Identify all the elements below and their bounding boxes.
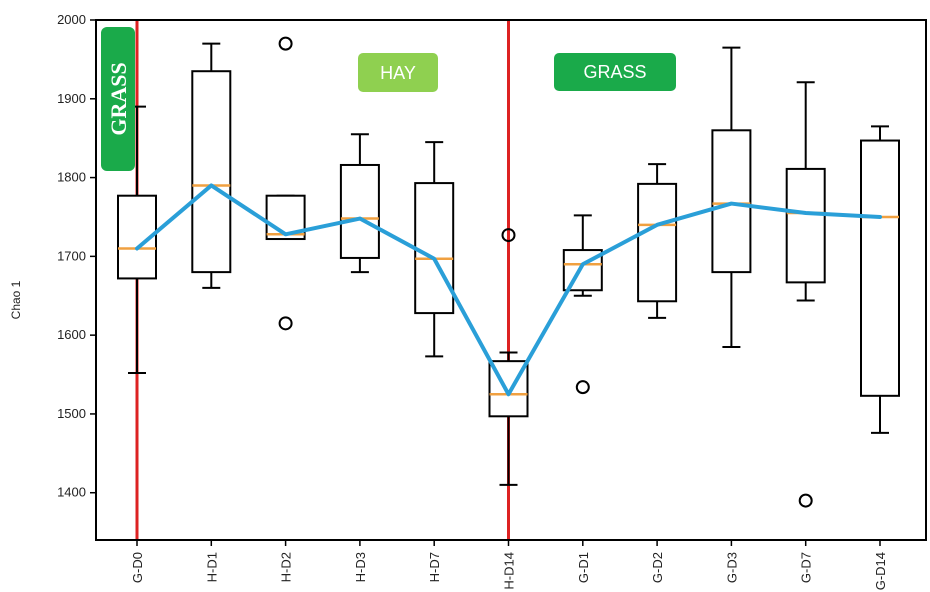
- hay-badge-text: HAY: [380, 63, 416, 83]
- x-tick-label: G-D1: [576, 552, 591, 583]
- box-h-d2: [265, 36, 306, 331]
- y-tick-label: 1400: [57, 485, 86, 500]
- median-trend-line: [135, 183, 882, 397]
- x-axis: G-D0 H-D1 H-D2 H-D3 H-D7 H-D14 G-D1 G-D2 G-D3 G-D…: [130, 540, 888, 590]
- y-tick-label: 1500: [57, 406, 86, 421]
- box-body: [191, 70, 232, 274]
- x-tick-label: H-D1: [204, 552, 219, 582]
- hay-badge: [358, 53, 438, 92]
- x-tick-label: G-D7: [799, 552, 814, 583]
- box-h-d3: [339, 133, 380, 274]
- plot-frame: [95, 19, 927, 541]
- y-tick-label: 2000: [57, 12, 86, 27]
- box-g-d3: [711, 46, 752, 348]
- y-axis: 1400 1500 1600 1700 1800 1900 2000: [57, 12, 96, 500]
- x-tick-label: G-D0: [130, 552, 145, 583]
- y-tick-label: 1800: [57, 170, 86, 185]
- y-tick-label: 1600: [57, 327, 86, 342]
- x-tick-label: H-D3: [353, 552, 368, 582]
- y-axis-label: Chao 1: [9, 280, 23, 319]
- box-body: [785, 167, 826, 284]
- x-tick-label: H-D14: [502, 552, 517, 590]
- box-h-d1: [191, 42, 232, 289]
- box-series: [117, 36, 900, 508]
- box-body: [414, 182, 455, 315]
- box-body: [339, 163, 380, 259]
- box-h-d7: [414, 141, 455, 358]
- box-g-d7: [785, 81, 826, 508]
- box-body: [711, 129, 752, 274]
- x-tick-label: G-D3: [724, 552, 739, 583]
- y-tick-label: 1900: [57, 91, 86, 106]
- y-tick-label: 1700: [57, 248, 86, 263]
- box-g-d1: [562, 214, 603, 395]
- trend-line-group: [135, 183, 882, 397]
- outlier-point: [798, 493, 813, 508]
- grass-badge-text: GRASS: [583, 62, 646, 82]
- phase-badges: GRASS HAY GRASS: [101, 27, 676, 171]
- x-tick-label: H-D7: [427, 552, 442, 582]
- grass-vertical-badge: [101, 27, 135, 171]
- outlier-point: [575, 380, 590, 395]
- outlier-point: [278, 316, 293, 331]
- grass-vertical-badge-text: GRASS: [106, 62, 131, 135]
- outlier-point: [278, 36, 293, 51]
- box-body: [637, 182, 678, 303]
- x-tick-label: H-D2: [279, 552, 294, 582]
- plot-border: [95, 19, 927, 541]
- x-tick-label: G-D2: [650, 552, 665, 583]
- box-g-d2: [637, 163, 678, 319]
- outlier-point: [501, 228, 516, 243]
- box-body: [860, 139, 900, 397]
- grass-badge: [554, 53, 676, 91]
- box-g-d14: [860, 125, 900, 434]
- x-tick-label: G-D14: [873, 552, 888, 590]
